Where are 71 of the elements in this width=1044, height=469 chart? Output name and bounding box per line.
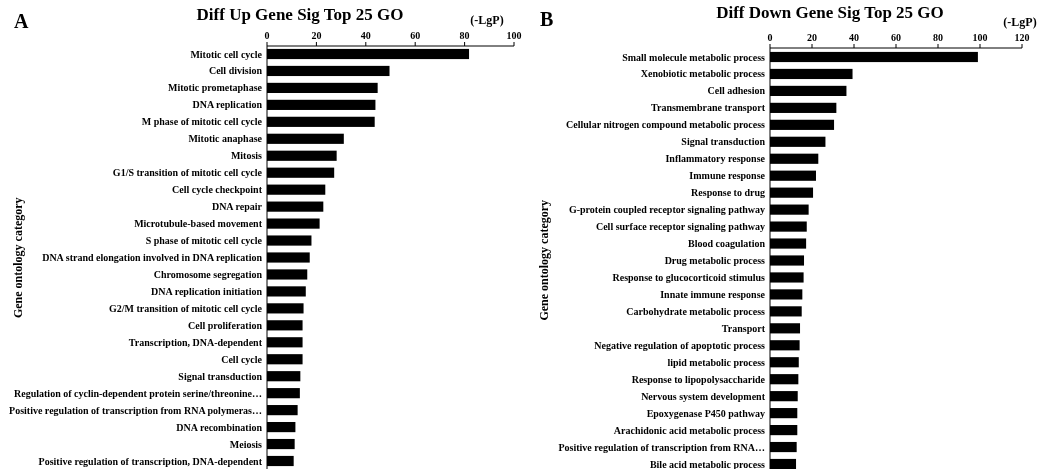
- y-tick-label: Signal transduction: [178, 370, 263, 382]
- y-tick-label: Transmembrane transport: [651, 102, 766, 114]
- y-tick-label: Cell division: [208, 65, 263, 77]
- y-tick-label: Bile acid metabolic process: [649, 458, 766, 469]
- x-tick-label: 120: [1014, 32, 1030, 43]
- y-tick-label: Regulation of cyclin-dependent protein serine/threonine…: [14, 387, 262, 399]
- y-tick-label: Transport: [721, 322, 766, 334]
- y-tick-label: Response to glucocorticoid stimulus: [612, 271, 766, 283]
- y-tick-label: G2/M transition of mitotic cell cycle: [108, 302, 263, 314]
- y-tick-label: Cell surface receptor signaling pathway: [595, 221, 765, 233]
- y-tick-label: Xenobiotic metabolic process: [640, 68, 766, 80]
- text: B: [540, 8, 554, 30]
- y-tick-label: DNA replication: [192, 99, 263, 111]
- x-tick-label: 80: [933, 32, 943, 43]
- y-tick-label: DNA recombination: [176, 421, 263, 433]
- y-axis-title: Gene ontology category: [537, 199, 551, 321]
- y-tick-label: M phase of mitotic cell cycle: [141, 116, 263, 128]
- y-tick-label: Arachidonic acid metabolic process: [613, 424, 766, 436]
- y-tick-label: Nervous system development: [641, 390, 766, 402]
- y-tick-label: Blood coagulation: [688, 238, 766, 250]
- y-tick-label: Mitotic cell cycle: [190, 48, 263, 60]
- y-tick-label: S phase of mitotic cell cycle: [145, 235, 263, 247]
- y-tick-label: Positive regulation of transcription, DNA-dependent: [38, 455, 263, 467]
- y-tick-label: Epoxygenase P450 pathway: [646, 407, 765, 419]
- y-tick-label: Mitosis: [230, 150, 263, 162]
- y-tick-label: Positive regulation of transcription from RNA…: [558, 441, 765, 453]
- y-tick-label: Mitotic prometaphase: [168, 82, 263, 94]
- y-tick-label: Response to lipopolysaccharide: [631, 373, 766, 385]
- y-tick-label: Microtubule-based movement: [134, 218, 263, 230]
- y-tick-label: Response to drug: [691, 187, 765, 199]
- y-tick-label: DNA strand elongation involved in DNA replication: [42, 252, 263, 263]
- y-tick-label: Chromosome segregation: [153, 268, 263, 280]
- y-tick-label: Carbohydrate metabolic process: [626, 305, 766, 317]
- y-axis-title: Gene ontology category: [11, 197, 25, 319]
- x-tick-label: 0: [767, 32, 773, 43]
- y-tick-label: G-protein coupled receptor signaling pathway: [568, 204, 765, 216]
- y-tick-label: Immune response: [689, 170, 766, 182]
- text: A: [14, 10, 29, 32]
- x-axis-title: (-LgP): [1003, 15, 1037, 29]
- x-tick-label: 20: [807, 32, 817, 43]
- y-tick-label: Inflammatory response: [665, 153, 766, 165]
- x-tick-label: 40: [849, 32, 859, 43]
- y-tick-label: Signal transduction: [681, 136, 766, 148]
- x-tick-label: 100: [972, 32, 988, 43]
- y-tick-label: G1/S transition of mitotic cell cycle: [112, 167, 263, 179]
- x-tick-label: 40: [360, 30, 371, 41]
- y-tick-label: Cell cycle checkpoint: [172, 184, 263, 196]
- y-tick-label: Cell adhesion: [707, 85, 766, 97]
- y-tick-label: Meiosis: [229, 438, 263, 450]
- chart-title: Diff Up Gene Sig Top 25 GO: [196, 5, 404, 24]
- y-tick-label: Transcription, DNA-dependent: [128, 336, 263, 348]
- y-tick-label: DNA repair: [211, 201, 263, 213]
- y-tick-label: Innate immune response: [660, 288, 766, 300]
- y-tick-label: Cell proliferation: [188, 319, 263, 331]
- x-axis-title: (-LgP): [470, 13, 504, 27]
- y-tick-label: lipid metabolic process: [667, 356, 766, 368]
- x-tick-label: 100: [506, 30, 522, 41]
- y-tick-label: Cell cycle: [221, 353, 263, 365]
- y-tick-label: Drug metabolic process: [664, 255, 766, 266]
- x-tick-label: 60: [410, 30, 421, 41]
- y-tick-label: Negative regulation of apoptotic process: [594, 339, 766, 351]
- y-tick-label: Small molecule metabolic process: [622, 51, 766, 63]
- chart-title: Diff Down Gene Sig Top 25 GO: [716, 3, 944, 22]
- y-tick-label: Mitotic anaphase: [188, 133, 263, 145]
- y-tick-label: Positive regulation of transcription from RNA polymeras…: [9, 404, 262, 416]
- x-tick-label: 80: [459, 30, 470, 41]
- x-tick-label: 0: [264, 30, 270, 41]
- x-tick-label: 60: [891, 32, 901, 43]
- y-tick-label: DNA replication initiation: [151, 285, 263, 297]
- y-tick-label: Cellular nitrogen compound metabolic process: [566, 119, 766, 131]
- x-tick-label: 20: [311, 30, 322, 41]
